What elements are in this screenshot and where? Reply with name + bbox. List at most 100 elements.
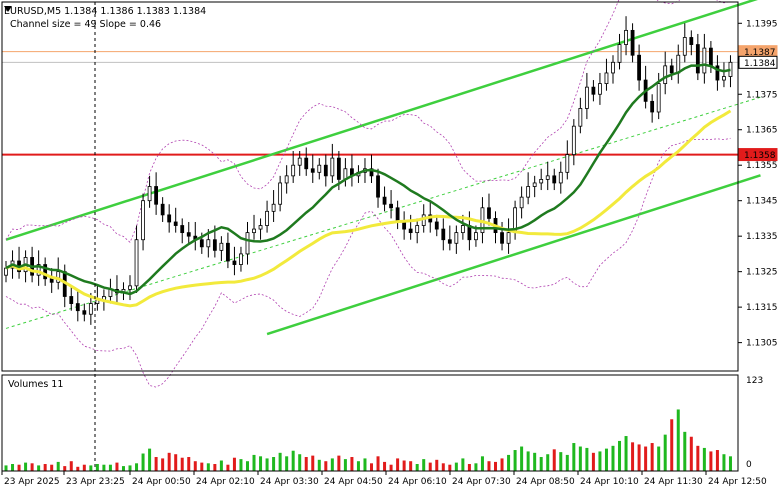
volume-bar bbox=[683, 431, 687, 471]
candle bbox=[519, 186, 524, 219]
volume-bar bbox=[311, 455, 315, 471]
candle-body bbox=[75, 303, 80, 312]
candle-body bbox=[402, 221, 407, 230]
price-pane-frame bbox=[1, 1, 739, 372]
candle-body bbox=[297, 157, 302, 166]
candle bbox=[310, 154, 315, 183]
candle-body bbox=[49, 278, 54, 283]
candle bbox=[395, 200, 400, 230]
volume-bar bbox=[304, 457, 308, 471]
volume-bar bbox=[115, 462, 119, 471]
candle bbox=[56, 257, 61, 290]
volume-bar bbox=[278, 452, 282, 471]
candle-body bbox=[69, 296, 74, 304]
volume-bar bbox=[709, 451, 713, 471]
volume-bar bbox=[24, 462, 28, 471]
candle bbox=[676, 44, 681, 84]
volume-bar bbox=[480, 456, 484, 471]
candle bbox=[598, 72, 602, 105]
candle bbox=[415, 218, 420, 244]
candle bbox=[447, 225, 452, 251]
candle-body bbox=[474, 232, 478, 241]
candle-body bbox=[676, 54, 681, 74]
volume-bar bbox=[637, 444, 641, 471]
price-tick-label: 1.1375 bbox=[746, 90, 778, 100]
volume-bar bbox=[663, 434, 667, 471]
candle bbox=[689, 30, 694, 56]
volume-bar bbox=[461, 458, 465, 471]
time-tick-label: 24 Apr 06:10 bbox=[388, 477, 447, 487]
candle-body bbox=[141, 200, 145, 241]
candle-body bbox=[232, 260, 237, 265]
candle-body bbox=[336, 157, 341, 180]
volume-bar bbox=[689, 436, 693, 471]
candle bbox=[69, 285, 74, 311]
candle-body bbox=[271, 203, 276, 212]
candle-body bbox=[500, 232, 504, 244]
volume-bar bbox=[102, 464, 106, 471]
volume-bar bbox=[232, 457, 236, 471]
time-tick-label: 24 Apr 08:50 bbox=[516, 477, 575, 487]
candle-body bbox=[415, 225, 420, 234]
candle-body bbox=[532, 182, 537, 187]
volume-bar bbox=[572, 443, 576, 471]
price-tag-box bbox=[738, 148, 778, 162]
volume-bar bbox=[200, 462, 204, 471]
candle bbox=[558, 161, 563, 194]
candle bbox=[539, 168, 544, 191]
volume-pane-frame bbox=[1, 374, 739, 472]
volume-bar bbox=[389, 464, 393, 471]
candle bbox=[291, 151, 296, 183]
volume-bar bbox=[415, 464, 419, 471]
volume-bar bbox=[696, 445, 700, 471]
candle-body bbox=[558, 171, 563, 184]
candle-body bbox=[539, 179, 544, 184]
volume-bar bbox=[370, 463, 373, 471]
volume-bar bbox=[448, 464, 452, 471]
volume-bar bbox=[650, 443, 654, 471]
candle bbox=[4, 261, 8, 283]
volumes-label: Volumes 11 bbox=[8, 379, 63, 390]
price-tick-label: 1.1395 bbox=[746, 19, 778, 29]
candle bbox=[226, 232, 230, 269]
volume-bar bbox=[591, 452, 595, 471]
candle-body bbox=[160, 203, 165, 216]
candle bbox=[43, 257, 48, 286]
volume-bar bbox=[428, 462, 432, 471]
volume-tick-label: 0 bbox=[746, 460, 752, 470]
candle-body bbox=[715, 65, 720, 81]
candle bbox=[708, 41, 713, 73]
candle bbox=[350, 154, 354, 187]
volume-pane bbox=[4, 409, 732, 471]
candle bbox=[695, 33, 700, 81]
candle bbox=[128, 275, 132, 301]
volume-bar bbox=[239, 459, 243, 471]
volume-bar bbox=[624, 436, 628, 471]
candle bbox=[526, 172, 531, 205]
volume-bar bbox=[715, 450, 719, 471]
candle-body bbox=[245, 232, 250, 255]
candle bbox=[343, 158, 348, 187]
candle-body bbox=[598, 83, 602, 95]
volume-bar bbox=[330, 458, 334, 471]
volume-bar bbox=[376, 456, 380, 471]
candle-body bbox=[310, 168, 315, 173]
candle-body bbox=[389, 203, 393, 209]
volume-bar bbox=[546, 454, 550, 471]
candle-body bbox=[578, 108, 583, 127]
candle bbox=[186, 221, 191, 244]
candle bbox=[402, 211, 407, 240]
candle-body bbox=[545, 175, 550, 180]
candle bbox=[75, 289, 80, 322]
candle bbox=[454, 225, 459, 254]
candle bbox=[682, 23, 687, 63]
volume-bar bbox=[37, 465, 41, 471]
volume-bar bbox=[337, 455, 341, 471]
candle-body bbox=[604, 72, 609, 85]
volume-bar bbox=[356, 461, 360, 471]
candle bbox=[193, 221, 198, 251]
candle bbox=[434, 214, 439, 237]
volume-bar bbox=[533, 452, 537, 471]
candle-body bbox=[4, 267, 8, 276]
volume-bar bbox=[526, 451, 530, 471]
